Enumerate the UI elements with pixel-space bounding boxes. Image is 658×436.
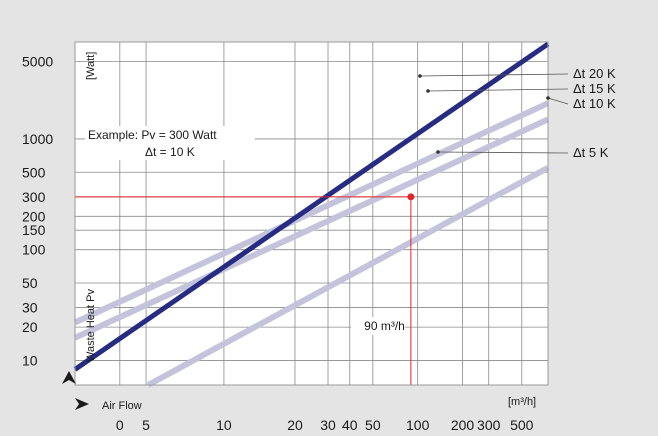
example-line1: Example: Pv = 300 Watt — [88, 128, 217, 142]
series-line--t-10-k — [73, 41, 550, 372]
series-line--t-15-k — [73, 116, 550, 341]
x-arrow-icon — [75, 398, 89, 410]
legend-label: Δt 20 K — [573, 66, 616, 81]
example-label-bg — [85, 126, 255, 160]
x-tick-labels: 0 5 10 20 30 40 50 100 200 300 500 — [116, 417, 534, 433]
x-tick-label: 0 — [116, 417, 124, 433]
series-line--t-5-k — [146, 165, 550, 388]
legend-label: Δt 5 K — [573, 145, 609, 160]
y-tick-label: 20 — [22, 319, 38, 335]
example-x-label-bg — [350, 317, 405, 335]
x-tick-label: 10 — [216, 417, 232, 433]
legend-leader-dot — [426, 89, 430, 93]
y-tick-label: 150 — [22, 222, 46, 238]
x-axis-label: Air Flow — [102, 400, 142, 412]
example-x-label: 90 m³/h — [364, 319, 405, 333]
y-tick-label: 100 — [22, 242, 46, 258]
x-tick-label: 5 — [142, 417, 150, 433]
series-line--t-20-k — [73, 100, 550, 326]
y-tick-label: 5000 — [22, 54, 53, 70]
x-unit-label: [m³/h] — [508, 396, 536, 408]
legend-leader — [419, 73, 569, 77]
legend-leader-dot — [418, 74, 422, 78]
legend: Δt 20 KΔt 15 KΔt 10 K Δt 5 K — [573, 66, 616, 160]
y-tick-label: 1000 — [22, 131, 53, 147]
legend-label: Δt 15 K — [573, 81, 616, 96]
y-arrow-icon — [62, 371, 76, 384]
x-tick-label: 20 — [287, 417, 303, 433]
legend-leader — [437, 151, 569, 154]
x-tick-label: 100 — [406, 417, 430, 433]
y-unit-label: [Watt] — [85, 52, 97, 80]
legend-leader — [427, 88, 569, 92]
legend-leader — [547, 97, 569, 105]
x-tick-label: 200 — [451, 417, 475, 433]
legend-label: Δt 10 K — [573, 96, 616, 111]
y-tick-label: 200 — [22, 208, 46, 224]
y-tick-label: 50 — [22, 275, 38, 291]
plot-border — [74, 41, 549, 386]
legend-leaders — [418, 73, 569, 154]
series-lines — [73, 41, 550, 388]
y-axis-label: Waste Heat Pv — [85, 289, 97, 362]
y-tick-label: 30 — [22, 300, 38, 316]
example-guides — [75, 193, 415, 385]
x-tick-label: 40 — [342, 417, 358, 433]
y-tick-label: 300 — [22, 189, 46, 205]
y-tick-label: 10 — [22, 352, 38, 368]
legend-leader-dot — [436, 150, 440, 154]
x-tick-label: 500 — [510, 417, 534, 433]
x-tick-label: 300 — [477, 417, 501, 433]
x-tick-label: 30 — [320, 417, 336, 433]
y-tick-label: 500 — [22, 164, 46, 180]
legend-leader-dot — [546, 96, 550, 100]
example-line2: Δt = 10 K — [145, 145, 195, 159]
example-point — [407, 193, 415, 201]
x-tick-label: 50 — [365, 417, 381, 433]
